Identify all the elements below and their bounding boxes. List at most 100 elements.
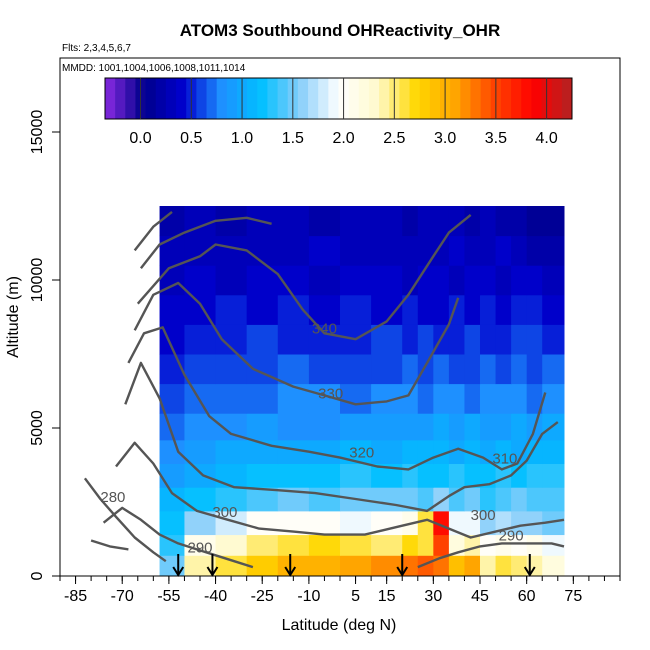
flights-note: Flts: 2,3,4,5,6,7: [62, 43, 131, 54]
heatmap-cell: [277, 534, 310, 556]
heatmap-cell: [542, 487, 565, 512]
heatmap-cell: [402, 206, 419, 237]
heatmap-cell: [480, 294, 497, 325]
heatmap-cell: [464, 383, 481, 414]
colorbar-swatch: [409, 78, 421, 119]
heatmap-cell: [340, 235, 372, 266]
heatmap-cell: [159, 463, 185, 488]
heatmap-cell: [402, 534, 419, 556]
heatmap-cell: [464, 235, 481, 266]
colorbar: 0.0 0.5 1.0 1.5 2.0 2.5 3.0 3.5 4.0: [104, 77, 573, 147]
heatmap-cell: [511, 383, 528, 414]
heatmap-cell: [542, 354, 565, 385]
heatmap-cell: [340, 534, 372, 556]
heatmap-cell: [184, 487, 217, 512]
heatmap-cell: [277, 555, 310, 577]
heatmap-cell: [448, 413, 465, 441]
colorbar-swatch: [125, 78, 136, 119]
heatmap-cell: [277, 383, 310, 414]
heatmap-cell: [433, 413, 450, 441]
heatmap-cell: [433, 206, 450, 237]
contour-label: 290: [499, 527, 524, 544]
heatmap-cell: [433, 555, 450, 577]
colorbar-swatch: [176, 78, 187, 119]
heatmap-cell: [542, 383, 565, 414]
heatmap-cell: [542, 206, 565, 237]
heatmap-cell: [495, 463, 512, 488]
contour-line-280: [83, 477, 167, 563]
heatmap-cell: [542, 265, 565, 296]
heatmap-cell: [246, 354, 279, 385]
heatmap-cell: [417, 413, 434, 441]
heatmap-cell: [159, 439, 185, 465]
colorbar-swatch: [358, 78, 370, 119]
heatmap-cell: [184, 555, 217, 577]
contour-label: 310: [492, 451, 517, 468]
heatmap-cell: [308, 294, 341, 325]
colorbar-tick-label: 2.0: [332, 130, 354, 147]
contour-label: 320: [349, 445, 374, 462]
heatmap-cell: [526, 354, 543, 385]
colorbar-swatch: [531, 78, 543, 119]
heatmap-cell: [511, 534, 528, 556]
heatmap-cell: [526, 383, 543, 414]
y-tick-label: 15000: [29, 110, 46, 155]
heatmap-cell: [402, 324, 419, 355]
colorbar-swatch: [196, 78, 208, 119]
heatmap-cell: [159, 206, 185, 237]
colorbar-swatch: [165, 78, 177, 119]
contour-line-350: [139, 216, 272, 269]
heatmap-cell: [371, 235, 403, 266]
heatmap-cell: [542, 463, 565, 488]
heatmap-cell: [511, 463, 528, 488]
y-axis: 0 5000 10000 15000: [29, 110, 60, 580]
heatmap-cell: [433, 510, 450, 536]
heatmap-cell: [402, 439, 419, 465]
heatmap-cell: [215, 487, 248, 512]
x-tick-label: 5: [351, 588, 360, 605]
heatmap-cell: [215, 439, 248, 465]
colorbar-swatch: [226, 78, 238, 119]
colorbar-tick-label: 0.0: [129, 130, 151, 147]
heatmap-cell: [308, 235, 341, 266]
contour-label: 300: [212, 504, 237, 521]
heatmap-cell: [184, 383, 217, 414]
heatmap-cell: [495, 534, 512, 556]
heatmap-cell: [277, 206, 310, 237]
profile-arrow: [206, 554, 219, 577]
heatmap-cell: [215, 294, 248, 325]
heatmap-cell: [308, 265, 341, 296]
heatmap-cell: [402, 383, 419, 414]
heatmap-cell: [371, 206, 403, 237]
heatmap-cell: [340, 383, 372, 414]
colorbar-swatch: [206, 78, 218, 119]
x-tick-label: 60: [518, 588, 536, 605]
heatmap-cell: [277, 324, 310, 355]
heatmap-cell: [402, 555, 419, 577]
colorbar-swatch: [379, 78, 390, 119]
heatmap-cell: [277, 463, 310, 488]
heatmap-cell: [308, 324, 341, 355]
x-axis-label: Latitude (deg N): [282, 617, 397, 634]
heatmap-cell: [526, 534, 543, 556]
heatmap-cell: [526, 487, 543, 512]
heatmap-cell: [480, 510, 497, 536]
contour-label: 330: [318, 385, 343, 402]
heatmap-cell: [511, 294, 528, 325]
heatmap-cell: [448, 324, 465, 355]
colorbar-swatch: [450, 78, 461, 119]
heatmap-cell: [308, 487, 341, 512]
colorbar-swatch: [297, 78, 309, 119]
heatmap-cell: [340, 413, 372, 441]
heatmap-cell: [246, 555, 279, 577]
heatmap-cell: [542, 294, 565, 325]
heatmap-cell: [464, 354, 481, 385]
heatmap-cell: [464, 294, 481, 325]
heatmap-cell: [511, 235, 528, 266]
heatmap-cell: [480, 487, 497, 512]
heatmap-cell: [340, 294, 372, 325]
colorbar-swatch: [521, 78, 532, 119]
heatmap-cell: [215, 324, 248, 355]
heatmap-cell: [495, 324, 512, 355]
